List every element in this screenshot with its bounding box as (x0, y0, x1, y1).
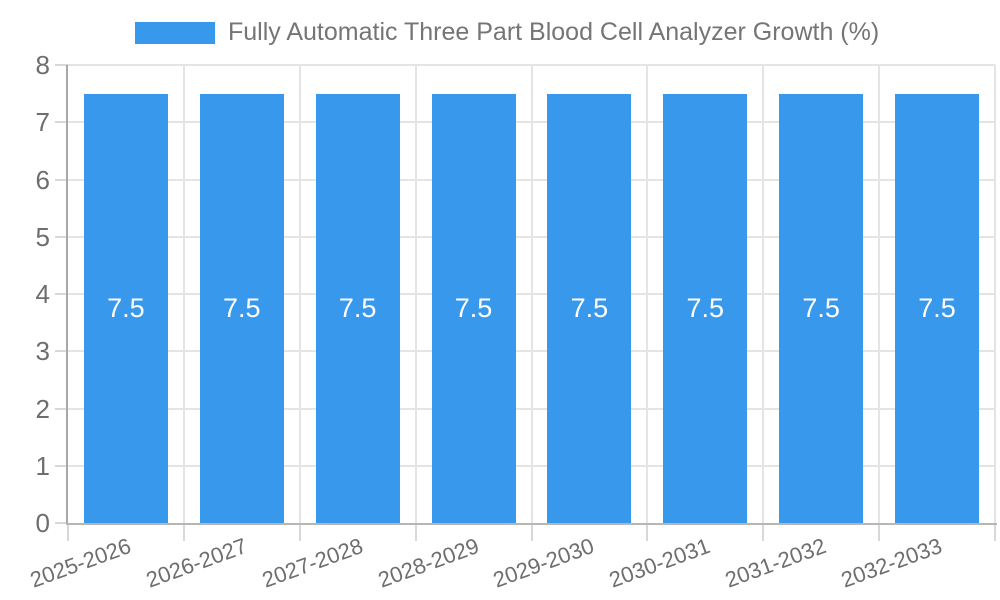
bar-value-label: 7.5 (223, 293, 261, 324)
y-axis-tick-label: 2 (35, 393, 50, 424)
y-axis-tick-mark (55, 522, 68, 524)
gridline-vertical (298, 65, 301, 523)
gridline-vertical (878, 65, 881, 523)
bar[interactable] (895, 93, 980, 523)
y-axis-tick-mark (55, 178, 68, 181)
y-axis-tick-label: 4 (35, 279, 50, 309)
x-axis-tick-mark (298, 523, 301, 541)
bar[interactable] (547, 93, 632, 523)
y-axis-tick-mark (55, 293, 68, 295)
x-axis-tick-mark (646, 523, 649, 541)
x-axis-tick-mark (762, 523, 765, 541)
bar[interactable] (431, 93, 516, 523)
gridline-vertical (994, 65, 996, 523)
bar-value-label: 7.5 (802, 293, 840, 324)
bar-value-label: 7.5 (918, 293, 956, 324)
y-axis-tick-label: 1 (35, 450, 50, 481)
x-axis-tick-mark (994, 523, 996, 541)
bar[interactable] (83, 93, 168, 523)
x-axis-tick-mark (878, 523, 881, 541)
y-axis-tick-label: 3 (35, 336, 50, 367)
chart-legend[interactable]: Fully Automatic Three Part Blood Cell An… (135, 20, 879, 45)
bar[interactable] (315, 93, 400, 523)
x-axis-tick-mark (67, 523, 69, 541)
legend-title: Fully Automatic Three Part Blood Cell An… (228, 18, 880, 46)
gridline-vertical (414, 65, 417, 523)
x-axis-line (66, 523, 997, 525)
bar-value-label: 7.5 (686, 293, 725, 324)
y-axis-tick-mark (55, 235, 68, 238)
y-axis-tick-mark (55, 350, 68, 353)
bar-value-label: 7.5 (454, 293, 493, 324)
bar-value-label: 7.5 (338, 293, 377, 324)
x-axis-tick-mark (530, 523, 533, 541)
y-axis-tick-mark (55, 464, 68, 467)
x-axis-tick-mark (414, 523, 417, 541)
bar[interactable] (779, 93, 864, 523)
y-axis-tick-mark (55, 64, 68, 66)
bar-value-label: 7.5 (570, 293, 609, 324)
legend-swatch (135, 21, 215, 44)
bar-value-label: 7.5 (107, 293, 145, 324)
y-axis-tick-label: 5 (35, 221, 50, 252)
bar[interactable] (199, 93, 284, 523)
gridline-vertical (646, 65, 649, 523)
y-axis-tick-label: 7 (35, 107, 50, 138)
y-axis-line (66, 65, 68, 525)
y-axis-tick-label: 6 (35, 164, 50, 195)
y-axis-tick-mark (55, 121, 68, 124)
y-axis-tick-label: 8 (35, 50, 50, 80)
gridline-vertical (530, 65, 533, 523)
gridline-vertical (762, 65, 765, 523)
y-axis-tick-mark (55, 407, 68, 410)
y-axis-tick-label: 0 (35, 508, 50, 538)
x-axis-tick-mark (182, 523, 185, 541)
gridline-vertical (182, 65, 185, 523)
bar[interactable] (663, 93, 748, 523)
